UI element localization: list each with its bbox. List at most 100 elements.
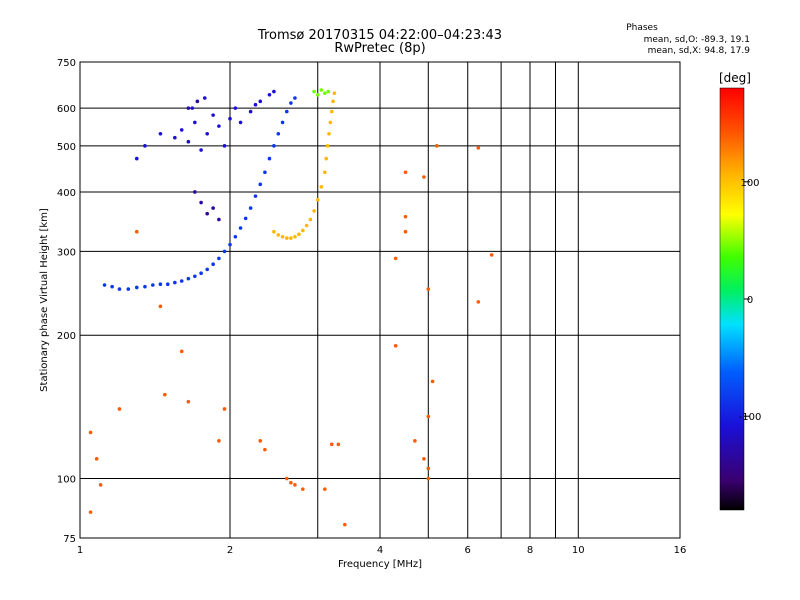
data-point [276, 233, 281, 237]
data-point [233, 106, 238, 110]
data-point [267, 92, 272, 97]
series-o-mode-f-trace-low-branch- [102, 96, 297, 291]
data-point [323, 170, 327, 175]
data-point [173, 280, 177, 285]
y-tick-label: 300 [57, 247, 76, 258]
data-point [217, 439, 221, 443]
x-tick-label: 1 [77, 545, 83, 556]
data-point [304, 223, 309, 228]
data-point [179, 349, 184, 354]
data-point [267, 156, 272, 161]
tick-labels: 75 100 200 300 400 500 600 750 1 2 4 6 8 10 16 [57, 58, 686, 556]
data-point [134, 156, 139, 161]
series-o-mode-low-phase-patches [186, 99, 221, 222]
data-point [228, 242, 232, 247]
data-point [199, 200, 203, 205]
data-point [199, 271, 203, 276]
data-point [430, 379, 435, 384]
data-point [312, 89, 316, 94]
data-point [422, 457, 426, 461]
data-point [323, 487, 327, 491]
data-point [217, 217, 221, 222]
data-point [258, 182, 263, 187]
data-point [263, 170, 267, 175]
series-scattered-echoes [88, 144, 494, 527]
data-point [263, 447, 267, 452]
data-point [403, 214, 408, 219]
colorbar-tick-label: -100 [739, 412, 762, 423]
chart-subtitle: RwPretec (8p) [334, 41, 425, 56]
data-point [343, 522, 347, 527]
data-point [199, 148, 203, 152]
data-point [193, 274, 197, 279]
data-point [422, 175, 426, 179]
data-point [88, 430, 93, 435]
data-point [179, 279, 184, 283]
data-point [258, 99, 263, 104]
data-point [117, 287, 122, 291]
data-point [434, 144, 439, 148]
x-tick-label: 8 [527, 545, 533, 556]
x-tick-label: 6 [465, 545, 471, 556]
data-point [293, 96, 297, 100]
data-point [293, 234, 297, 239]
chart-title: Tromsø 20170315 04:22:00–04:23:43 [257, 28, 502, 43]
phases-title: Phases [626, 23, 658, 33]
y-axis-label: Stationary phase Virtual Height [km] [39, 208, 50, 392]
series-x-mode-f-trace [272, 91, 337, 240]
data-point [190, 106, 195, 110]
data-point [326, 89, 331, 94]
data-point [186, 276, 191, 281]
data-point [324, 156, 329, 161]
data-point [179, 128, 184, 132]
y-tick-label: 600 [57, 104, 76, 115]
data-point [102, 283, 107, 287]
data-point [319, 185, 324, 189]
data-point [186, 139, 191, 144]
phases-x-line: mean, sd,X: 94.8, 17.9 [648, 46, 751, 56]
data-point [325, 144, 330, 148]
x-tick-label: 2 [227, 545, 233, 556]
data-point [222, 144, 227, 148]
x-axis-label: Frequency [MHz] [338, 559, 422, 570]
data-point [158, 304, 163, 309]
data-point [193, 120, 197, 125]
y-tick-label: 500 [57, 142, 76, 153]
data-point [331, 99, 335, 104]
data-point [280, 234, 285, 239]
data-point [289, 236, 293, 240]
data-point [476, 146, 481, 150]
data-point [88, 510, 93, 514]
data-point [195, 99, 200, 104]
y-tick-label: 750 [57, 58, 76, 69]
data-point [134, 229, 139, 234]
data-point [329, 442, 334, 447]
data-point [211, 113, 215, 117]
y-tick-label: 75 [63, 534, 76, 545]
data-point [332, 91, 337, 95]
data-point [217, 256, 221, 261]
data-point [315, 198, 320, 202]
data-point [186, 106, 191, 110]
data-point [158, 131, 163, 136]
x-tick-label: 16 [674, 545, 687, 556]
data-point [151, 283, 155, 287]
phases-o-line: mean, sd,O: -89.3, 19.1 [644, 35, 750, 45]
data-point [98, 483, 103, 487]
y-tick-label: 400 [57, 188, 76, 199]
data-point [253, 102, 258, 107]
data-point [301, 487, 305, 491]
data-point [228, 116, 232, 121]
data-point [323, 91, 327, 95]
data-point [258, 439, 263, 443]
data-point [280, 120, 285, 125]
colorbar-tick-label: 0 [747, 295, 753, 306]
data-point [393, 256, 398, 261]
data-point [426, 466, 431, 471]
data-point [328, 120, 333, 125]
data-point [205, 267, 209, 272]
data-point [186, 399, 191, 404]
data-point [284, 476, 289, 481]
data-point [253, 194, 258, 198]
